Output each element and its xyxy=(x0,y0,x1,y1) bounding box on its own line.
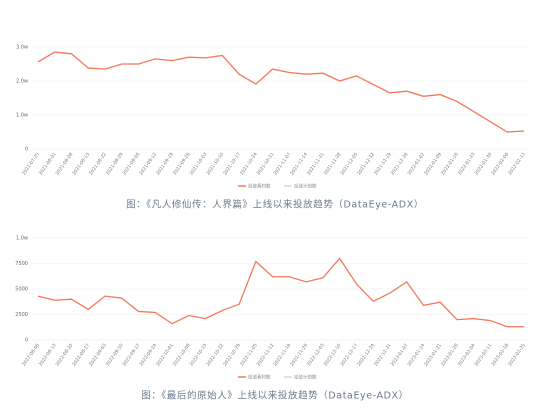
legend-label: 投放素材数 xyxy=(248,374,271,381)
y-tick-label: 0 xyxy=(25,147,28,153)
caption: 图：《最后的原始人》上线以来投放趋势（DataEye-ADX） xyxy=(141,390,409,402)
y-tick-label: 1.0w xyxy=(16,236,28,242)
y-tick-label: 7500 xyxy=(15,261,28,267)
y-tick-label: 0 xyxy=(25,338,28,344)
y-tick-label: 2.0w xyxy=(16,79,28,85)
data-line xyxy=(37,257,524,328)
legend-label: 投放素材数 xyxy=(248,183,271,190)
y-tick-label: 3.0w xyxy=(16,45,28,51)
y-tick-label: 1.0w xyxy=(16,113,28,119)
data-line xyxy=(37,51,525,133)
legend-label: 投放计划数 xyxy=(294,183,317,190)
y-tick-label: 5000 xyxy=(15,287,28,293)
y-tick-label: 2500 xyxy=(15,312,28,318)
caption: 图：《凡人修仙传：人界篇》上线以来投放趋势（DataEye-ADX） xyxy=(126,199,424,211)
legend-label: 投放计划数 xyxy=(294,374,317,381)
